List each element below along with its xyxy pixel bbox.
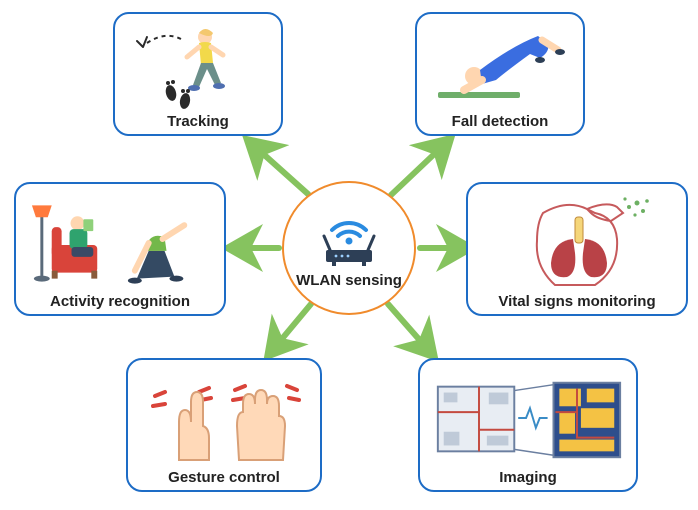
vital-label: Vital signs monitoring [498,293,655,310]
tracking-label: Tracking [167,113,229,130]
fall-label: Fall detection [452,113,549,130]
center-hub: WLAN sensing [282,181,416,315]
fall-icon [430,26,570,110]
arrow-to-tracking [251,143,308,194]
node-vital-signs: Vital signs monitoring [466,182,688,316]
node-tracking: Tracking [113,12,283,136]
node-fall-detection: Fall detection [415,12,585,136]
router-icon [312,208,386,268]
center-label: WLAN sensing [296,272,402,289]
arrow-to-gesture [271,304,311,352]
node-activity-recognition: Activity recognition [14,182,226,316]
imaging-icon [430,372,626,466]
gesture-icon [139,372,309,466]
node-gesture-control: Gesture control [126,358,322,492]
arrow-to-imaging [388,304,431,353]
vital-icon [497,195,657,291]
tracking-icon [133,27,263,109]
gesture-label: Gesture control [168,469,280,486]
activity-label: Activity recognition [50,293,190,310]
activity-icon [26,197,214,289]
imaging-label: Imaging [499,469,557,486]
node-imaging: Imaging [418,358,638,492]
arrow-to-fall [391,142,447,195]
